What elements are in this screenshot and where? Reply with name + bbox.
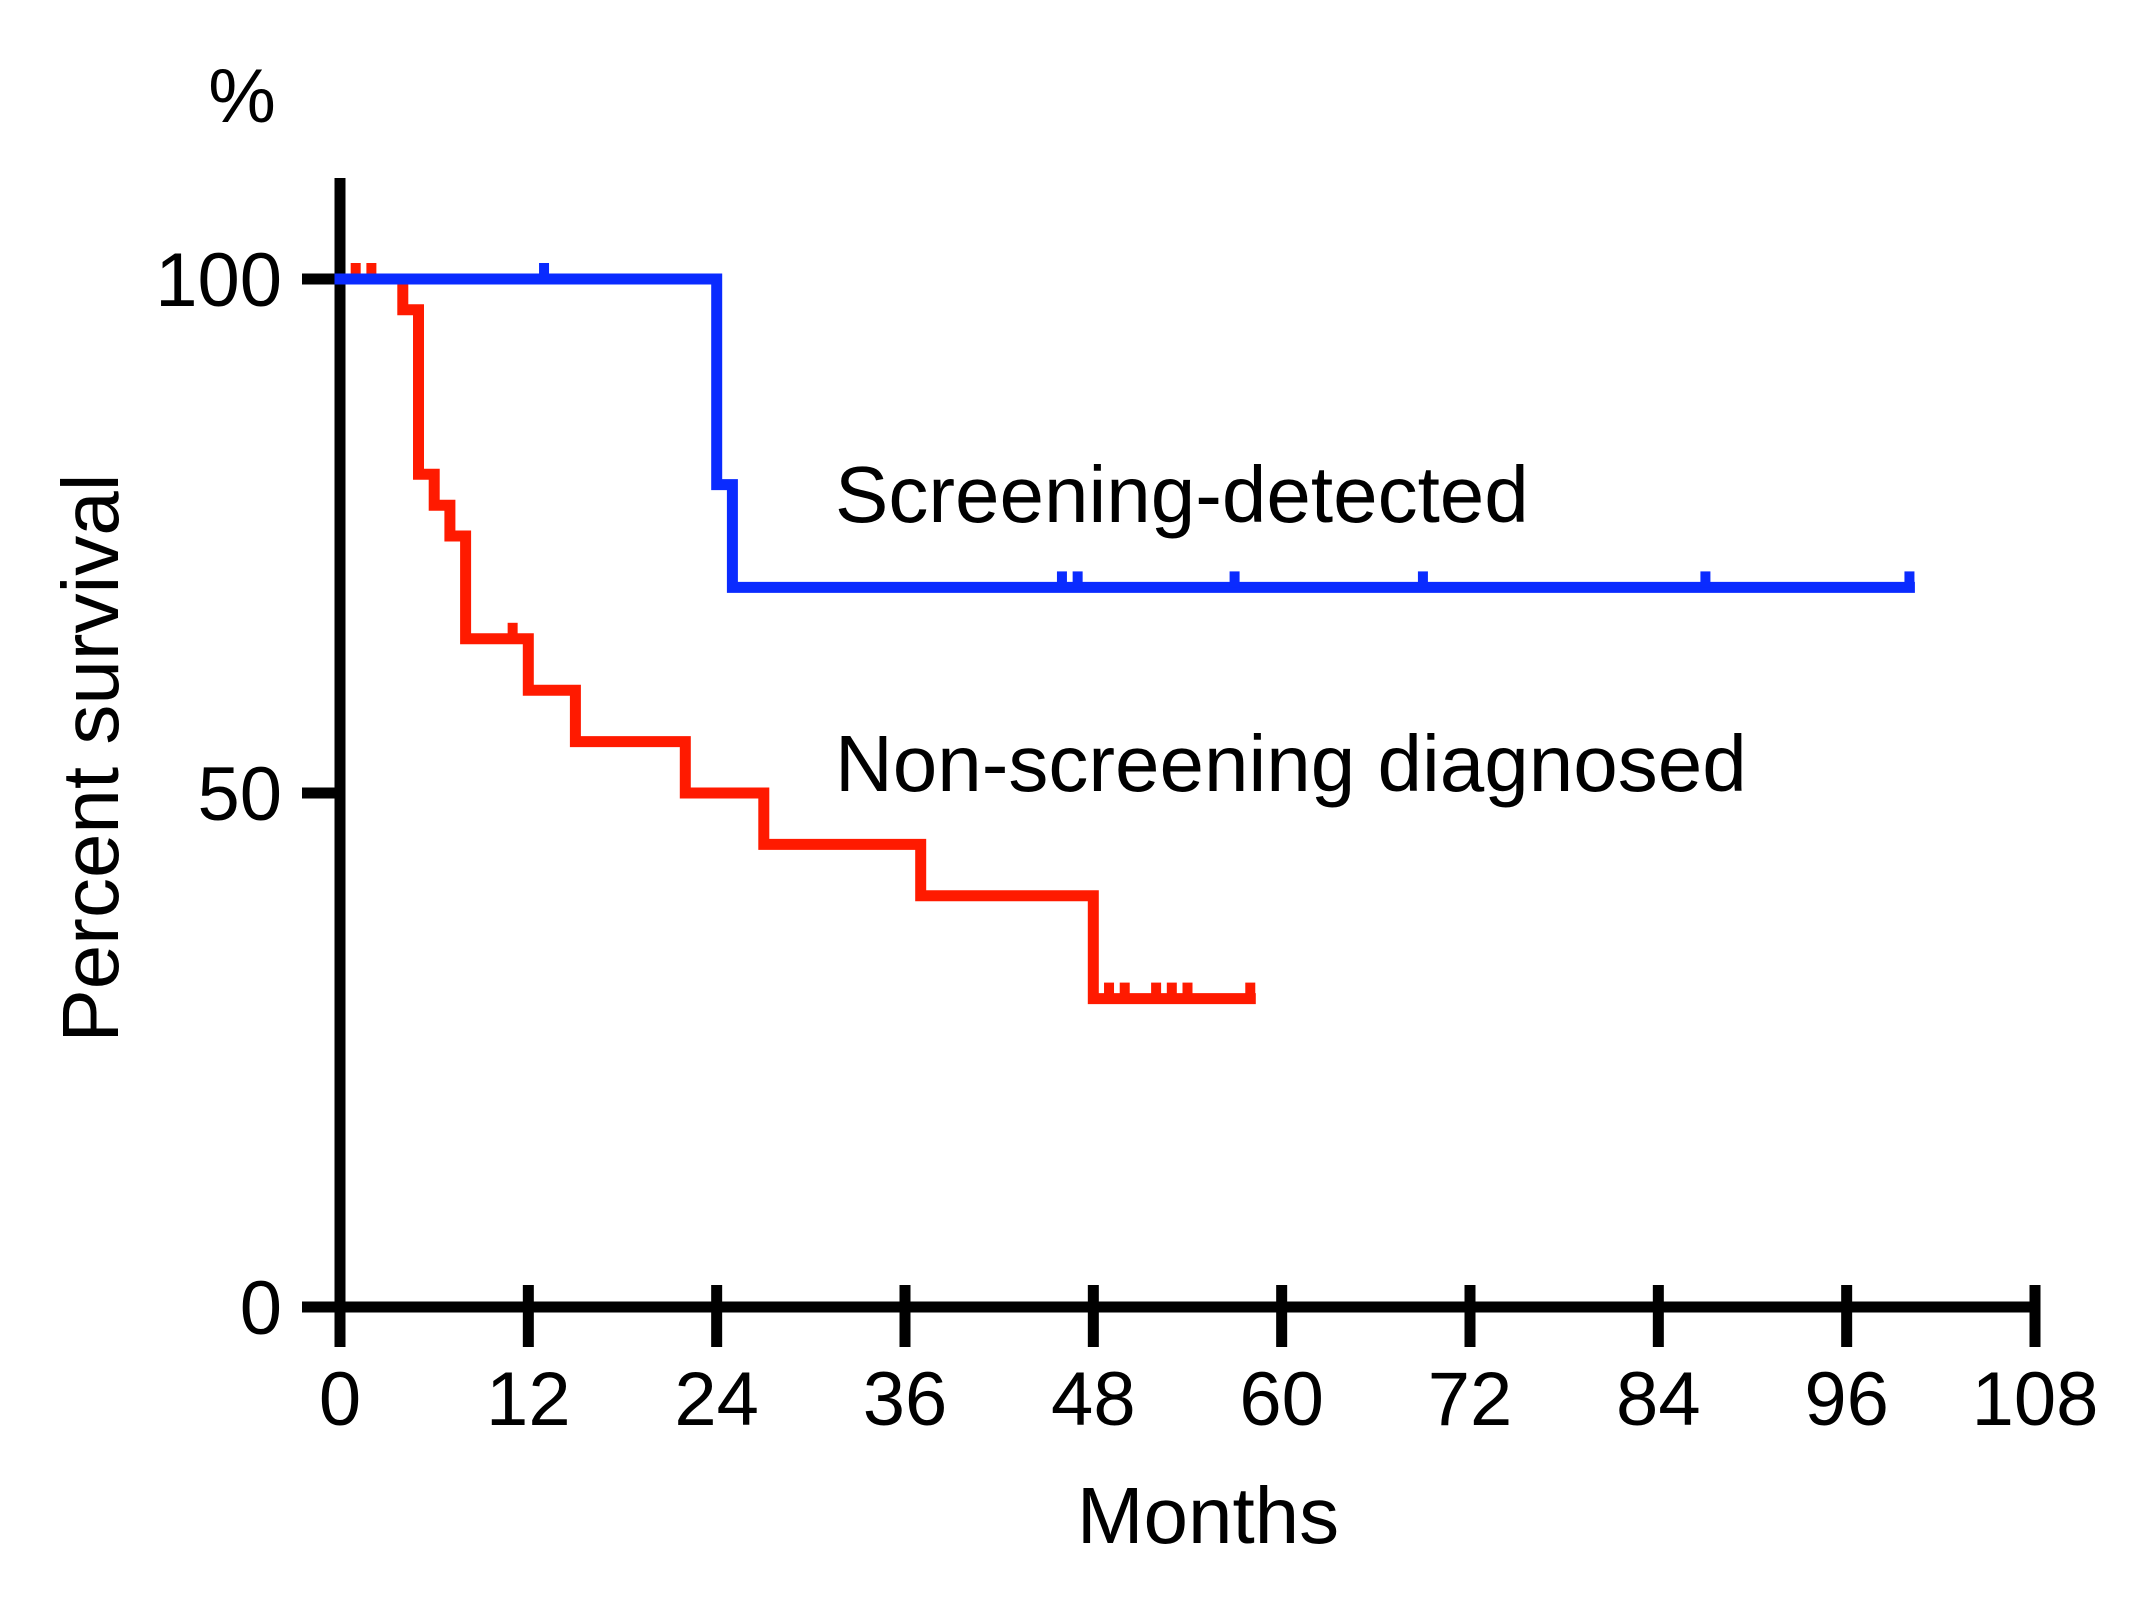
x-tick-label: 36 (863, 1357, 948, 1442)
y-tick-label: 100 (155, 238, 282, 323)
y-axis-title: Percent survival (46, 473, 135, 1042)
series (334, 263, 1915, 1005)
series-label-non-screening-diagnosed: Non-screening diagnosed (835, 719, 1747, 808)
x-tick-label: 108 (1972, 1357, 2099, 1442)
x-tick-label: 48 (1051, 1357, 1136, 1442)
y-unit-label: % (208, 54, 276, 139)
series-label-screening-detected: Screening-detected (835, 450, 1529, 539)
y-tick-label: 0 (240, 1266, 282, 1351)
x-axis-title: Months (1077, 1471, 1339, 1560)
x-tick-label: 96 (1804, 1357, 1889, 1442)
x-tick-label: 72 (1428, 1357, 1513, 1442)
x-tick-label: 24 (674, 1357, 759, 1442)
series-screening-detected (334, 263, 1915, 593)
y-ticks: 0 50 100 (155, 238, 340, 1351)
x-tick-label: 0 (319, 1357, 361, 1442)
y-tick-label: 50 (197, 752, 282, 837)
x-ticks: 0 12 24 36 48 60 72 84 96 108 (319, 1285, 2099, 1442)
labels: % Months Percent survival Screening-dete… (46, 54, 1747, 1560)
axes (334, 178, 2039, 1313)
survival-curve (334, 273, 1915, 593)
survival-curve (334, 273, 1256, 1005)
x-tick-label: 84 (1616, 1357, 1701, 1442)
series-non-screening-diagnosed (334, 263, 1256, 1005)
x-tick-label: 12 (486, 1357, 571, 1442)
x-tick-label: 60 (1239, 1357, 1324, 1442)
